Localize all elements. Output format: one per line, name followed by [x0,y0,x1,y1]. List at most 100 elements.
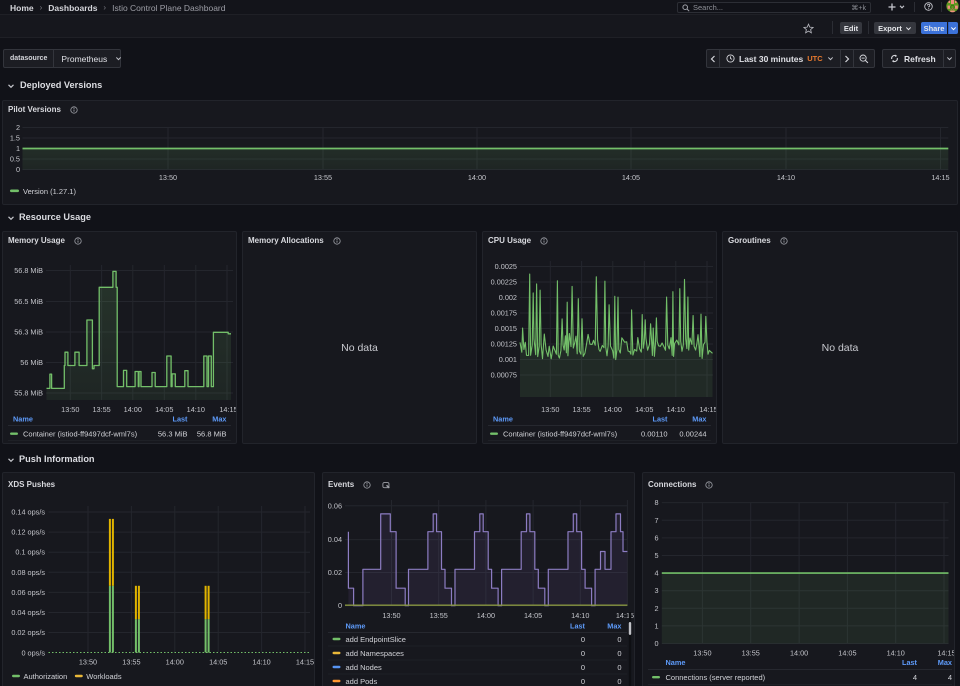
svg-text:0: 0 [581,635,585,644]
svg-text:1: 1 [16,144,20,153]
svg-text:13:50: 13:50 [541,405,559,414]
svg-text:13:50: 13:50 [693,649,711,658]
svg-text:13:55: 13:55 [430,611,448,620]
svg-text:0.06 ops/s: 0.06 ops/s [11,588,45,597]
svg-text:56.8 MiB: 56.8 MiB [197,430,227,439]
svg-text:Max: Max [212,415,226,424]
svg-text:0.12 ops/s: 0.12 ops/s [11,528,45,537]
svg-text:14:00: 14:00 [477,611,495,620]
svg-text:1: 1 [654,621,658,630]
svg-text:0 ops/s: 0 ops/s [21,648,45,657]
svg-text:13:50: 13:50 [159,173,177,182]
svg-text:Container (istiod-ff9497dcf-wm: Container (istiod-ff9497dcf-wml7s) [23,430,138,439]
svg-text:0: 0 [338,601,342,610]
svg-text:add EndpointSlice: add EndpointSlice [346,635,406,644]
svg-text:0.00125: 0.00125 [491,340,517,349]
svg-text:Name: Name [13,415,33,424]
svg-text:56.3 MiB: 56.3 MiB [14,328,43,337]
svg-text:Last: Last [570,622,586,631]
svg-text:1.5: 1.5 [10,134,20,143]
svg-text:0: 0 [581,649,585,658]
svg-text:55.8 MiB: 55.8 MiB [14,389,43,398]
svg-text:3: 3 [654,586,658,595]
svg-text:0: 0 [617,649,621,658]
svg-text:0: 0 [581,663,585,672]
svg-text:Last: Last [652,415,668,424]
svg-text:14:05: 14:05 [635,405,653,414]
svg-text:0: 0 [617,677,621,686]
svg-text:14:00: 14:00 [790,649,808,658]
svg-text:4: 4 [913,673,917,682]
svg-text:0: 0 [581,677,585,686]
svg-text:Name: Name [346,622,366,631]
svg-text:13:55: 13:55 [572,405,590,414]
svg-text:14:15: 14:15 [699,405,717,414]
svg-text:0.14 ops/s: 0.14 ops/s [11,508,45,517]
svg-text:14:05: 14:05 [622,173,640,182]
svg-text:0.08 ops/s: 0.08 ops/s [11,568,45,577]
svg-text:14:10: 14:10 [187,405,205,414]
svg-text:14:05: 14:05 [209,658,227,667]
svg-text:56 MiB: 56 MiB [20,358,43,367]
svg-text:0: 0 [617,663,621,672]
svg-text:2: 2 [16,123,20,132]
svg-text:14:05: 14:05 [838,649,856,658]
svg-text:0: 0 [16,165,20,174]
svg-text:0.5: 0.5 [10,155,20,164]
svg-text:0.04 ops/s: 0.04 ops/s [11,608,45,617]
svg-text:Name: Name [493,415,513,424]
svg-text:0.00110: 0.00110 [641,430,668,439]
svg-text:5: 5 [654,551,658,560]
svg-text:14:15: 14:15 [296,658,314,667]
svg-text:14:05: 14:05 [155,405,173,414]
svg-text:14:00: 14:00 [468,173,486,182]
svg-text:13:50: 13:50 [79,658,97,667]
svg-text:4: 4 [654,569,658,578]
svg-text:14:15: 14:15 [616,611,634,620]
svg-text:13:50: 13:50 [61,405,79,414]
svg-text:4: 4 [948,673,952,682]
svg-text:Last: Last [902,658,918,667]
svg-text:13:55: 13:55 [314,173,332,182]
svg-text:14:10: 14:10 [667,405,685,414]
svg-text:6: 6 [654,533,658,542]
svg-text:14:00: 14:00 [124,405,142,414]
svg-text:Container (istiod-ff9497dcf-wm: Container (istiod-ff9497dcf-wml7s) [503,430,618,439]
svg-text:0.02: 0.02 [328,568,342,577]
svg-text:14:15: 14:15 [219,405,237,414]
svg-text:14:10: 14:10 [887,649,905,658]
svg-text:14:10: 14:10 [777,173,795,182]
svg-text:13:50: 13:50 [382,611,400,620]
svg-text:56.3 MiB: 56.3 MiB [158,430,188,439]
svg-text:Max: Max [692,415,706,424]
svg-text:14:10: 14:10 [252,658,270,667]
svg-text:13:55: 13:55 [122,658,140,667]
svg-text:0.00075: 0.00075 [491,371,517,380]
svg-text:add Nodes: add Nodes [346,663,383,672]
svg-text:0.0015: 0.0015 [495,324,517,333]
svg-text:0.02 ops/s: 0.02 ops/s [11,628,45,637]
svg-text:Authorization: Authorization [24,672,68,681]
svg-text:13:55: 13:55 [742,649,760,658]
svg-text:0: 0 [617,635,621,644]
svg-text:0.00175: 0.00175 [491,309,517,318]
svg-text:add Namespaces: add Namespaces [346,649,405,658]
svg-text:Name: Name [666,658,686,667]
svg-text:add Pods: add Pods [346,677,378,686]
svg-text:0.002: 0.002 [499,293,517,302]
svg-text:14:05: 14:05 [524,611,542,620]
svg-text:Max: Max [938,658,952,667]
svg-text:0.0025: 0.0025 [495,262,517,271]
svg-text:0.00225: 0.00225 [491,278,517,287]
svg-text:2: 2 [654,604,658,613]
svg-text:56.5 MiB: 56.5 MiB [14,297,43,306]
svg-text:Version (1.27.1): Version (1.27.1) [23,187,76,196]
svg-text:14:15: 14:15 [931,173,949,182]
svg-text:7: 7 [654,516,658,525]
svg-text:13:55: 13:55 [92,405,110,414]
svg-text:0.04: 0.04 [328,535,342,544]
svg-text:Last: Last [172,415,188,424]
svg-text:14:10: 14:10 [571,611,589,620]
svg-text:8: 8 [654,498,658,507]
svg-text:0.00244: 0.00244 [679,430,706,439]
